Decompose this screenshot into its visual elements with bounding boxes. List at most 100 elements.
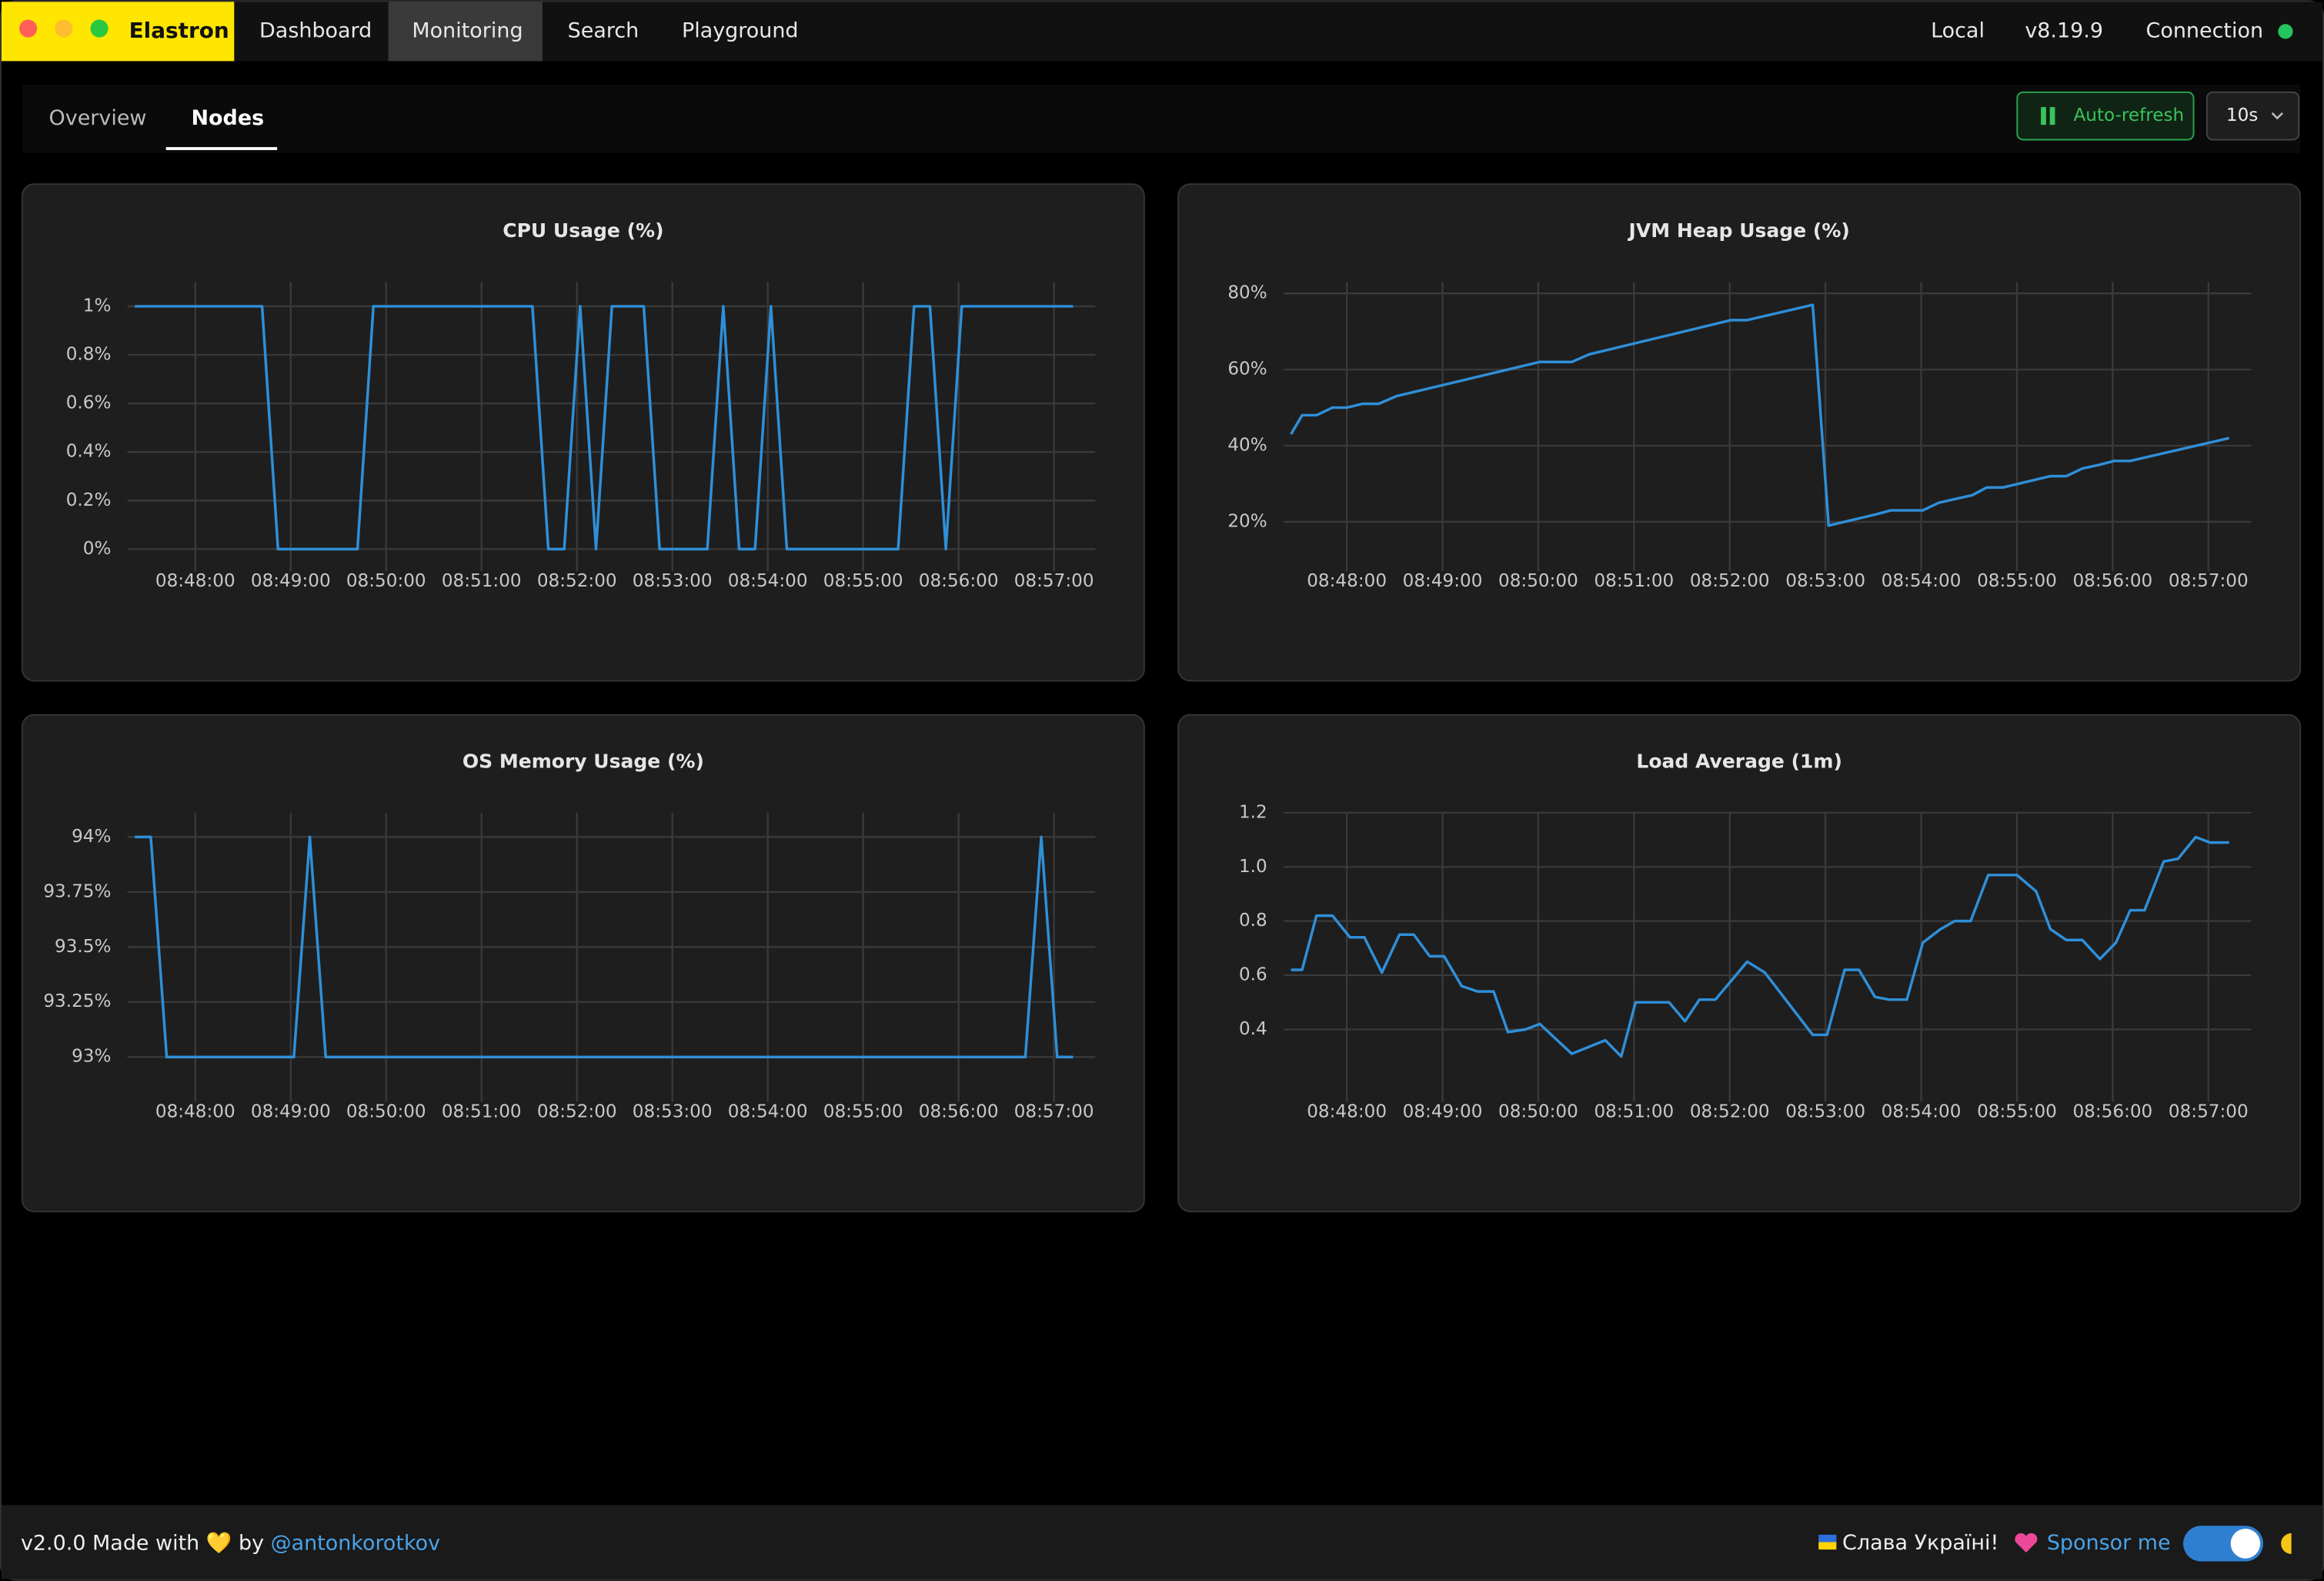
x-tick-label: 08:57:00	[1014, 571, 1094, 591]
moon-icon	[2281, 1533, 2292, 1554]
pause-icon	[2041, 107, 2046, 125]
x-tick-label: 08:51:00	[1594, 571, 1674, 591]
x-tick-label: 08:48:00	[155, 571, 235, 591]
y-tick-label: 1%	[83, 296, 112, 316]
x-tick-label: 08:49:00	[1403, 571, 1483, 591]
footer-credit: v2.0.0 Made with 💛 by @antonkorotkov	[21, 1531, 440, 1555]
x-tick-label: 08:50:00	[1498, 571, 1578, 591]
chart-title: OS Memory Usage (%)	[462, 750, 704, 772]
tab[interactable]: Overview	[49, 106, 147, 130]
x-tick-label: 08:50:00	[346, 1101, 426, 1121]
x-tick-label: 08:54:00	[728, 571, 808, 591]
connection-status-dot	[2278, 24, 2293, 39]
x-tick-label: 08:49:00	[1403, 1101, 1483, 1121]
y-tick-label: 1.0	[1239, 857, 1267, 877]
auto-refresh-button[interactable]	[2016, 91, 2195, 141]
x-tick-label: 08:56:00	[2072, 1101, 2152, 1121]
cluster-name[interactable]: Local	[1931, 18, 1985, 42]
x-tick-label: 08:50:00	[346, 571, 426, 591]
y-tick-label: 60%	[1227, 359, 1267, 379]
version: v8.19.9	[2025, 18, 2103, 42]
y-tick-label: 0.2%	[66, 490, 112, 510]
y-tick-label: 0.8	[1239, 911, 1267, 931]
auto-refresh-label: Auto-refresh	[2074, 105, 2185, 125]
chart-title: CPU Usage (%)	[503, 219, 663, 242]
x-tick-label: 08:54:00	[1882, 571, 1962, 591]
tab-underline	[165, 147, 278, 150]
nav-item[interactable]: Monitoring	[412, 18, 523, 42]
tab-active[interactable]: Nodes	[191, 106, 264, 130]
x-tick-label: 08:53:00	[633, 571, 713, 591]
sponsor-link[interactable]: Sponsor me	[2047, 1531, 2171, 1555]
active-nav-bg	[388, 2, 543, 62]
interval-value: 10s	[2226, 105, 2258, 125]
y-tick-label: 0.6	[1239, 965, 1267, 985]
y-tick-label: 1.2	[1239, 802, 1267, 822]
chart-panel: CPU Usage (%) 0% 0.2% 0.4% 0.6% 0.8% 1% 08:48:0…	[21, 183, 1145, 682]
x-tick-label: 08:52:00	[1690, 1101, 1770, 1121]
interval-select[interactable]	[2205, 91, 2300, 141]
charts-grid: CPU Usage (%) 0% 0.2% 0.4% 0.6% 0.8% 1% 08:48:0…	[21, 183, 2302, 1212]
y-tick-label: 0.6%	[66, 393, 112, 413]
author-link[interactable]: @antonkorotkov	[271, 1531, 441, 1555]
x-tick-label: 08:55:00	[1977, 1101, 2057, 1121]
data-line	[135, 835, 1074, 1058]
x-tick-label: 08:54:00	[1882, 1101, 1962, 1121]
panel-bg	[1177, 183, 2302, 682]
nav-item[interactable]: Playground	[682, 18, 799, 42]
x-tick-label: 08:53:00	[1785, 571, 1865, 591]
flag-icon	[1818, 1542, 1837, 1550]
x-tick-label: 08:55:00	[823, 571, 903, 591]
x-tick-label: 08:52:00	[537, 571, 617, 591]
y-tick-label: 93%	[72, 1047, 111, 1067]
footer	[1, 1505, 2323, 1579]
y-tick-label: 0%	[83, 539, 112, 559]
y-tick-label: 40%	[1227, 436, 1267, 456]
x-tick-label: 08:54:00	[728, 1101, 808, 1121]
x-tick-label: 08:55:00	[823, 1101, 903, 1121]
x-tick-label: 08:49:00	[251, 1101, 331, 1121]
chart-panel: JVM Heap Usage (%) 20% 40% 60% 80% 08:48:00 08…	[1177, 183, 2302, 682]
data-line	[1291, 835, 2229, 1058]
brand-name: Elastron	[129, 18, 229, 43]
x-tick-label: 08:55:00	[1977, 571, 2057, 591]
x-tick-label: 08:52:00	[1690, 571, 1770, 591]
y-tick-label: 93.5%	[55, 937, 111, 957]
close-button[interactable]	[19, 19, 38, 38]
flag-icon	[1818, 1534, 1837, 1543]
minimize-button[interactable]	[55, 19, 73, 38]
x-tick-label: 08:48:00	[155, 1101, 235, 1121]
chart-title: JVM Heap Usage (%)	[1628, 219, 1850, 242]
x-tick-label: 08:53:00	[633, 1101, 713, 1121]
data-line	[135, 305, 1074, 551]
chart-panel: Load Average (1m) 0.4 0.6 0.8 1.0 1.2 08:48:00…	[1177, 714, 2302, 1212]
x-tick-label: 08:57:00	[2169, 1101, 2249, 1121]
chart-panel: OS Memory Usage (%) 93% 93.25% 93.5% 93.75% 9…	[21, 714, 1145, 1212]
made-with: v2.0.0 Made with 💛 by	[21, 1531, 264, 1555]
toggle-knob	[2230, 1529, 2261, 1559]
x-tick-label: 08:57:00	[1014, 1101, 1094, 1121]
ukraine-text: Слава Україні!	[1842, 1531, 1998, 1555]
chevron-icon	[2271, 112, 2283, 120]
chart-title: Load Average (1m)	[1636, 750, 1842, 772]
x-tick-label: 08:51:00	[442, 571, 522, 591]
x-tick-label: 08:51:00	[442, 1101, 522, 1121]
pause-icon	[2049, 107, 2055, 125]
x-tick-label: 08:52:00	[537, 1101, 617, 1121]
y-tick-label: 0.8%	[66, 345, 112, 365]
x-tick-label: 08:51:00	[1594, 1101, 1674, 1121]
nav-item[interactable]: Dashboard	[259, 18, 372, 42]
y-tick-label: 0.4%	[66, 442, 112, 462]
y-tick-label: 0.4	[1239, 1019, 1267, 1039]
x-tick-label: 08:57:00	[2169, 571, 2249, 591]
y-tick-label: 93.25%	[43, 991, 111, 1011]
connection-label[interactable]: Connection	[2146, 18, 2264, 42]
brand-block	[1, 2, 235, 62]
y-tick-label: 93.75%	[43, 881, 111, 901]
y-tick-label: 20%	[1227, 511, 1267, 531]
zoom-button[interactable]	[90, 19, 109, 38]
nav-item[interactable]: Search	[568, 18, 639, 42]
panel-bg	[1177, 714, 2302, 1212]
y-tick-label: 80%	[1227, 283, 1267, 303]
